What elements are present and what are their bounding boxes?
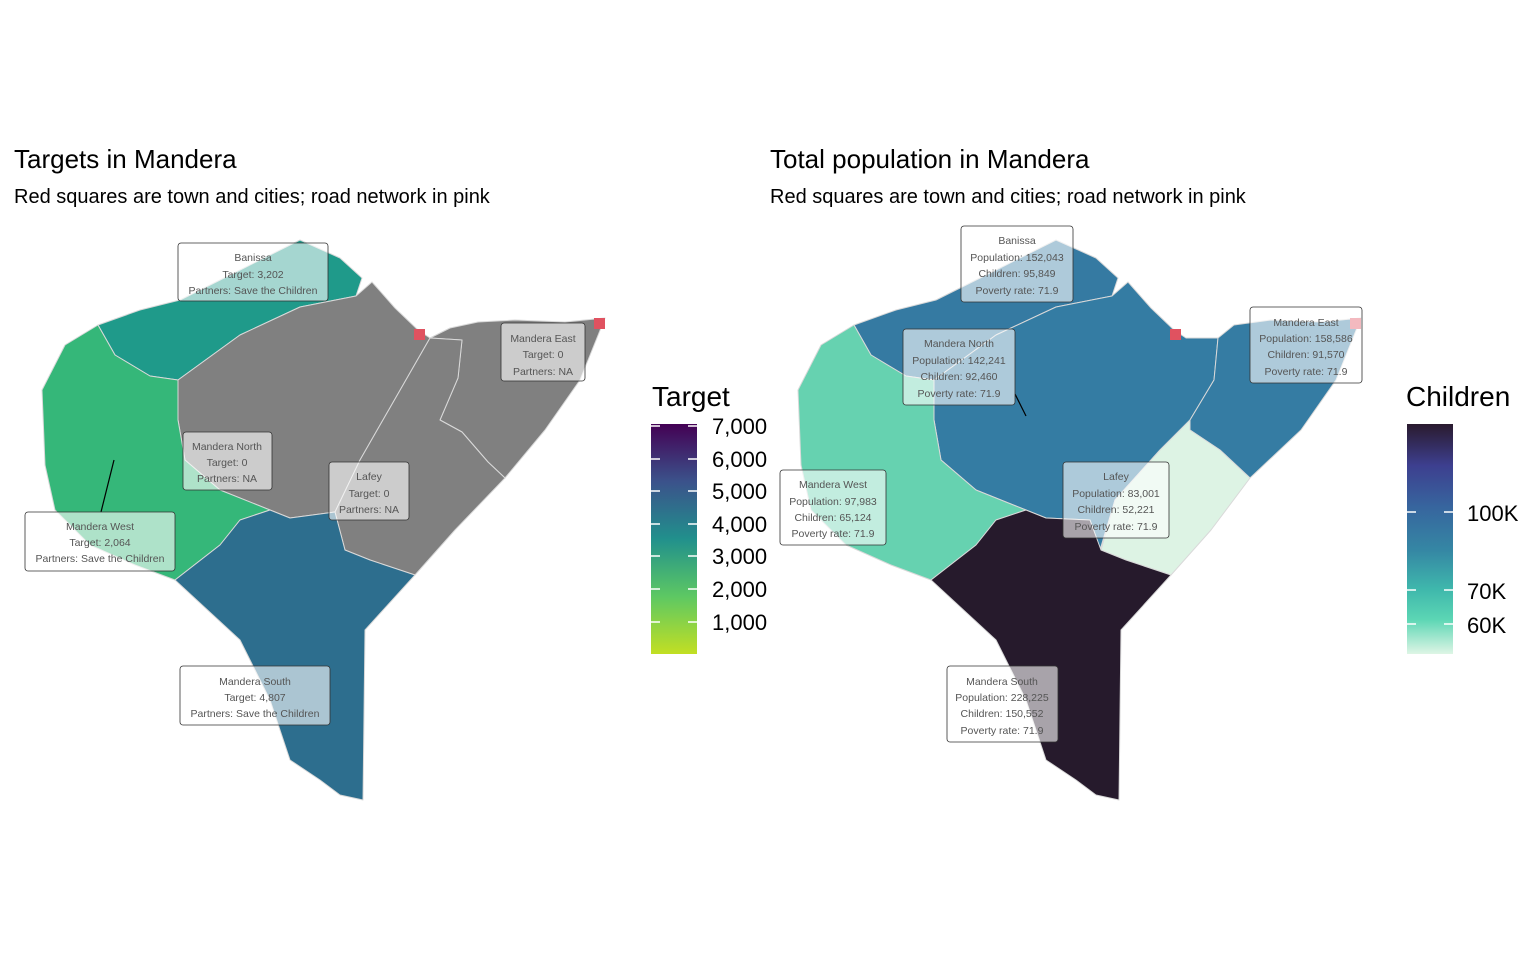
svg-text:Poverty rate: 71.9: Poverty rate: 71.9 bbox=[918, 388, 1001, 400]
svg-text:Target: 0: Target: 0 bbox=[349, 488, 390, 500]
left-legend-tick: 1,000 bbox=[712, 610, 767, 635]
svg-text:Lafey: Lafey bbox=[356, 471, 382, 483]
left-map-title: Targets in Mandera bbox=[14, 144, 237, 174]
svg-text:Banissa: Banissa bbox=[234, 252, 272, 264]
svg-text:Mandera East: Mandera East bbox=[1273, 317, 1338, 329]
svg-text:Population: 152,043: Population: 152,043 bbox=[970, 252, 1064, 264]
svg-text:Children: 150,552: Children: 150,552 bbox=[961, 708, 1044, 720]
svg-text:Partners: NA: Partners: NA bbox=[197, 473, 257, 485]
left-leader-line bbox=[100, 459, 115, 513]
svg-text:Target: 3,202: Target: 3,202 bbox=[222, 269, 283, 281]
right-label-lafey: Lafey Population: 83,001 Children: 52,22… bbox=[1062, 461, 1170, 539]
svg-text:Children: 65,124: Children: 65,124 bbox=[794, 512, 871, 524]
left-map: Banissa Target: 3,202 Partners: Save the… bbox=[24, 239, 606, 801]
svg-text:Mandera South: Mandera South bbox=[219, 676, 291, 688]
left-label-lafey: Lafey Target: 0 Partners: NA bbox=[328, 461, 410, 521]
svg-text:Lafey: Lafey bbox=[1103, 471, 1129, 483]
left-legend-tick: 2,000 bbox=[712, 577, 767, 602]
svg-text:Banissa: Banissa bbox=[998, 235, 1036, 247]
svg-text:Poverty rate: 71.9: Poverty rate: 71.9 bbox=[1075, 521, 1158, 533]
left-label-mandera-west: Mandera West Target: 2,064 Partners: Sav… bbox=[24, 511, 176, 572]
svg-text:Target: 4,807: Target: 4,807 bbox=[224, 692, 285, 704]
right-map-title: Total population in Mandera bbox=[770, 144, 1090, 174]
right-label-mandera-north: Mandera North Population: 142,241 Childr… bbox=[902, 328, 1016, 406]
svg-text:Children: 91,570: Children: 91,570 bbox=[1267, 349, 1344, 361]
right-map-subtitle: Red squares are town and cities; road ne… bbox=[770, 186, 1246, 208]
svg-text:Poverty rate: 71.9: Poverty rate: 71.9 bbox=[1265, 366, 1348, 378]
right-legend-tick: 70K bbox=[1467, 579, 1506, 604]
right-town-marker bbox=[1170, 329, 1181, 340]
left-legend-title: Target bbox=[652, 381, 730, 412]
svg-text:Children: 92,460: Children: 92,460 bbox=[920, 371, 997, 383]
right-leader-line bbox=[1014, 393, 1027, 417]
svg-text:Population: 142,241: Population: 142,241 bbox=[912, 355, 1006, 367]
right-legend-tick: 60K bbox=[1467, 613, 1506, 638]
svg-text:Population: 83,001: Population: 83,001 bbox=[1072, 488, 1160, 500]
svg-text:Poverty rate: 71.9: Poverty rate: 71.9 bbox=[976, 285, 1059, 297]
svg-text:Population: 97,983: Population: 97,983 bbox=[789, 496, 877, 508]
left-legend-colorbar bbox=[651, 424, 697, 654]
svg-text:Mandera East: Mandera East bbox=[510, 333, 575, 345]
left-legend: Target 7,000 6,000 5,000 4,000 3,000 2,0… bbox=[651, 381, 767, 654]
right-label-mandera-west: Mandera West Population: 97,983 Children… bbox=[779, 469, 887, 546]
svg-text:Poverty rate: 71.9: Poverty rate: 71.9 bbox=[792, 528, 875, 540]
svg-text:Population: 158,586: Population: 158,586 bbox=[1259, 333, 1353, 345]
left-label-banissa: Banissa Target: 3,202 Partners: Save the… bbox=[177, 242, 329, 302]
svg-text:Partners: NA: Partners: NA bbox=[339, 504, 399, 516]
svg-text:Population: 228,225: Population: 228,225 bbox=[955, 692, 1049, 704]
svg-text:Target: 0: Target: 0 bbox=[207, 457, 248, 469]
left-legend-tick: 5,000 bbox=[712, 479, 767, 504]
svg-text:Mandera North: Mandera North bbox=[924, 338, 994, 350]
svg-text:Mandera West: Mandera West bbox=[66, 521, 134, 533]
left-town-marker bbox=[594, 318, 605, 329]
right-legend: Children 100K 70K 60K bbox=[1406, 381, 1519, 654]
left-label-mandera-south: Mandera South Target: 4,807 Partners: Sa… bbox=[179, 665, 331, 726]
svg-text:Partners: Save the Children: Partners: Save the Children bbox=[36, 553, 165, 565]
svg-text:Target: 2,064: Target: 2,064 bbox=[69, 537, 130, 549]
svg-text:Children: 95,849: Children: 95,849 bbox=[978, 268, 1055, 280]
right-legend-title: Children bbox=[1406, 381, 1510, 412]
right-label-mandera-east: Mandera East Population: 158,586 Childre… bbox=[1249, 306, 1363, 384]
svg-text:Mandera South: Mandera South bbox=[966, 676, 1038, 688]
svg-text:Target: 0: Target: 0 bbox=[523, 349, 564, 361]
right-legend-colorbar bbox=[1407, 424, 1453, 654]
svg-text:Partners: NA: Partners: NA bbox=[513, 366, 573, 378]
left-legend-tick: 6,000 bbox=[712, 447, 767, 472]
svg-text:Poverty rate: 71.9: Poverty rate: 71.9 bbox=[961, 725, 1044, 737]
svg-text:Children: 52,221: Children: 52,221 bbox=[1077, 504, 1154, 516]
svg-text:Partners: Save the Children: Partners: Save the Children bbox=[189, 285, 318, 297]
svg-text:Mandera North: Mandera North bbox=[192, 441, 262, 453]
left-map-subtitle: Red squares are town and cities; road ne… bbox=[14, 186, 490, 208]
right-map: Banissa Population: 152,043 Children: 95… bbox=[779, 225, 1363, 801]
svg-text:Mandera West: Mandera West bbox=[799, 479, 867, 491]
left-label-mandera-east: Mandera East Target: 0 Partners: NA bbox=[500, 322, 586, 382]
right-legend-tick: 100K bbox=[1467, 501, 1519, 526]
left-town-marker bbox=[414, 329, 425, 340]
svg-text:Partners: Save the Children: Partners: Save the Children bbox=[191, 708, 320, 720]
left-legend-tick: 4,000 bbox=[712, 512, 767, 537]
right-label-banissa: Banissa Population: 152,043 Children: 95… bbox=[960, 225, 1074, 303]
left-legend-tick: 7,000 bbox=[712, 414, 767, 439]
left-legend-tick: 3,000 bbox=[712, 544, 767, 569]
left-region-mandera-south[interactable] bbox=[174, 509, 416, 801]
right-label-mandera-south: Mandera South Population: 228,225 Childr… bbox=[946, 665, 1059, 743]
left-label-mandera-north: Mandera North Target: 0 Partners: NA bbox=[182, 431, 273, 491]
